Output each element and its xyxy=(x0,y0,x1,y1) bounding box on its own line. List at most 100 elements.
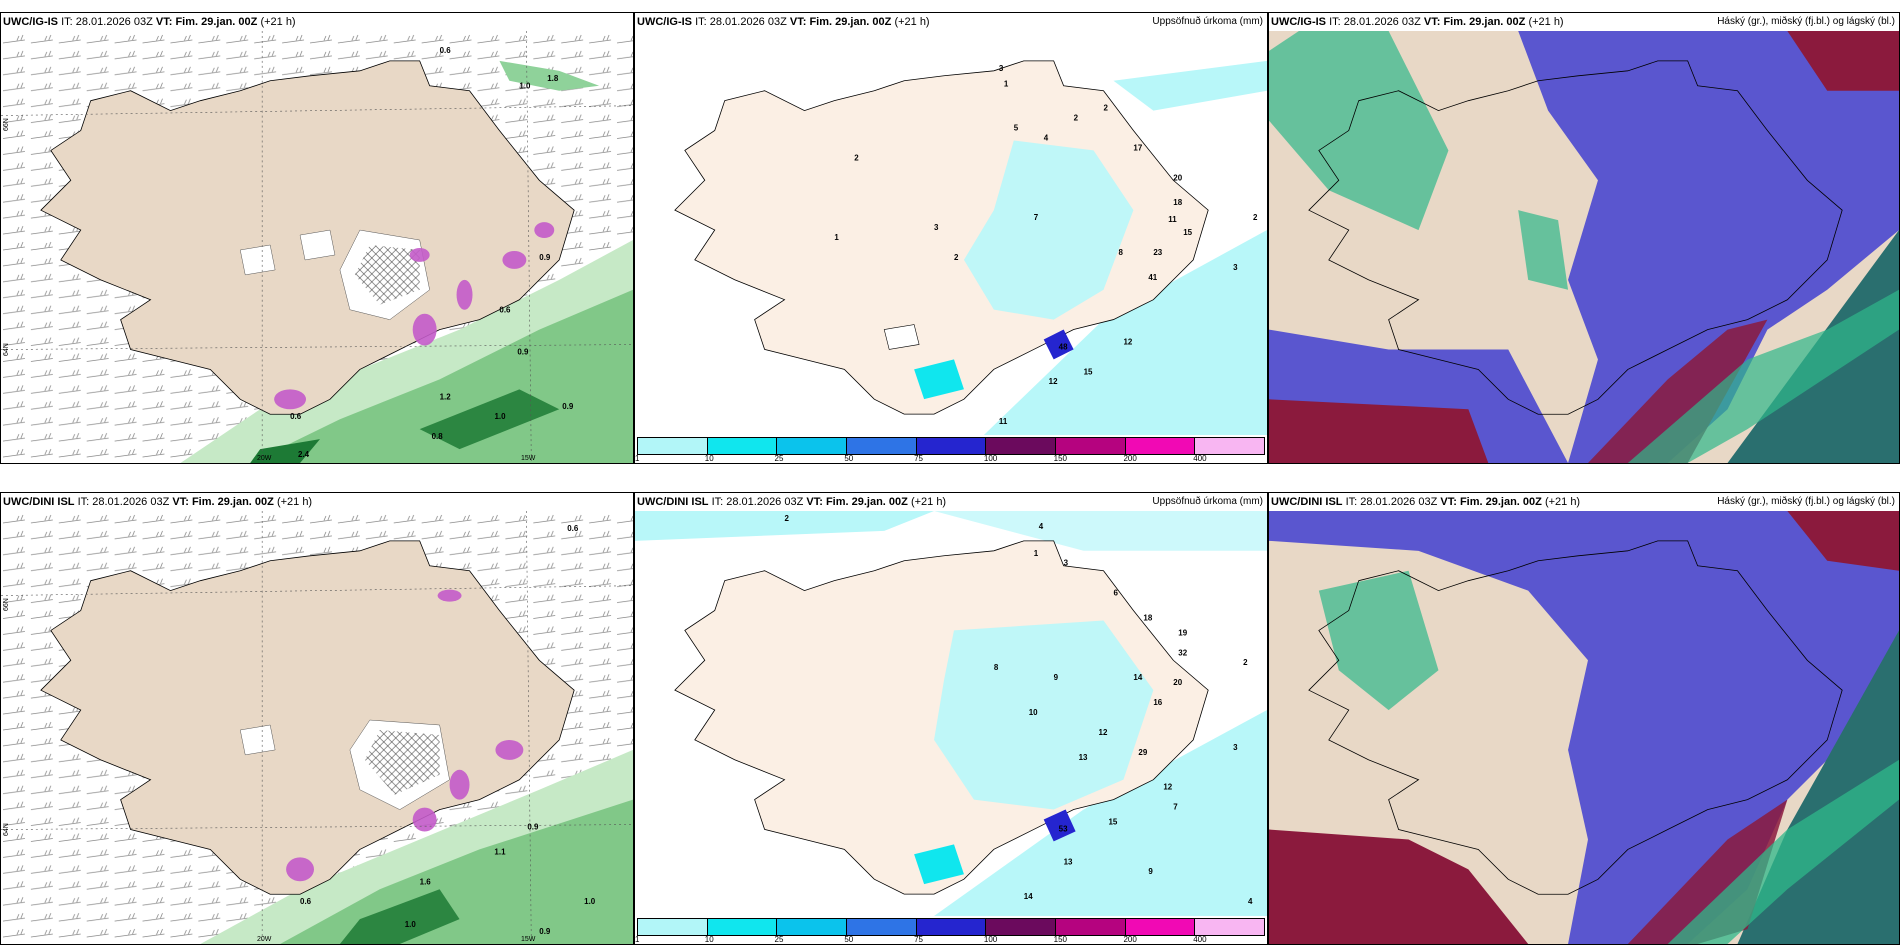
it-time: 28.01.2026 03Z xyxy=(726,496,804,508)
svg-text:10: 10 xyxy=(1029,708,1038,717)
lead-time: (+21 h) xyxy=(894,16,930,28)
legend-label: 75 xyxy=(914,935,924,944)
wind-map[interactable]: 0.6 1.0 1.8 0.9 0.6 0.9 2.4 0.8 1.0 0.9 … xyxy=(1,31,633,463)
wind-value: 0.9 xyxy=(539,253,551,262)
legend-label: 75 xyxy=(914,454,924,463)
it-label: IT: xyxy=(711,496,724,508)
legend-label: 400 xyxy=(1193,935,1207,944)
legend-label: 50 xyxy=(844,454,854,463)
svg-text:3: 3 xyxy=(1233,263,1238,272)
svg-text:11: 11 xyxy=(1168,215,1177,224)
model-name: UWC/IG-IS xyxy=(637,16,692,28)
svg-text:3: 3 xyxy=(1064,559,1069,568)
it-time: 28.01.2026 03Z xyxy=(92,496,170,508)
lon-label: 20W xyxy=(257,936,272,943)
svg-text:18: 18 xyxy=(1143,613,1152,622)
legend-swatches xyxy=(637,437,1265,455)
wind-value: 1.2 xyxy=(440,392,452,401)
it-time: 28.01.2026 03Z xyxy=(1360,496,1438,508)
vt-label: VT: xyxy=(1423,16,1441,28)
svg-text:41: 41 xyxy=(1148,273,1157,282)
svg-text:20: 20 xyxy=(1173,173,1182,182)
svg-text:8: 8 xyxy=(994,663,999,672)
svg-text:15: 15 xyxy=(1109,817,1118,826)
lead-time: (+21 h) xyxy=(260,16,296,28)
legend-swatch xyxy=(638,438,708,454)
svg-text:3: 3 xyxy=(999,64,1004,73)
svg-text:4: 4 xyxy=(1248,897,1253,906)
svg-text:19: 19 xyxy=(1178,628,1187,637)
legend-swatch xyxy=(1125,438,1196,454)
precip-legend: 1 10 25 50 75 100 150 200 400 xyxy=(635,435,1267,463)
precip-legend: 1 10 25 50 75 100 150 200 400 xyxy=(635,916,1267,944)
svg-text:2: 2 xyxy=(1253,213,1258,222)
vt-time: Fim. 29.jan. 00Z xyxy=(809,16,892,28)
wind-value: 0.9 xyxy=(562,402,574,411)
svg-text:12: 12 xyxy=(1163,783,1172,792)
panel-precip-top: UWC/IG-IS IT: 28.01.2026 03Z VT: Fim. 29… xyxy=(634,12,1268,464)
legend-swatch xyxy=(847,438,917,454)
svg-text:2: 2 xyxy=(854,153,859,162)
svg-text:1.1: 1.1 xyxy=(494,847,506,856)
wind-value: 0.6 xyxy=(440,46,452,55)
svg-text:15: 15 xyxy=(1084,367,1093,376)
svg-text:17: 17 xyxy=(1133,143,1142,152)
svg-text:0.9: 0.9 xyxy=(539,927,551,936)
legend-label: 1 xyxy=(635,935,640,944)
wind-value: 1.0 xyxy=(519,82,531,91)
lat-label: 64N xyxy=(3,343,10,356)
svg-text:4: 4 xyxy=(1039,522,1044,531)
svg-text:0.6: 0.6 xyxy=(567,524,579,533)
svg-text:48: 48 xyxy=(1059,342,1068,351)
legend-swatch xyxy=(638,919,708,935)
svg-text:1.0: 1.0 xyxy=(405,920,417,929)
vt-label: VT: xyxy=(1440,496,1457,508)
legend-swatch xyxy=(707,919,778,935)
svg-text:1.6: 1.6 xyxy=(420,877,432,886)
it-label: IT: xyxy=(695,16,707,28)
model-name: UWC/IG-IS xyxy=(1271,16,1326,28)
legend-labels: 1 10 25 50 75 100 150 200 400 xyxy=(635,454,1265,463)
svg-text:14: 14 xyxy=(1024,892,1033,901)
wind-map[interactable]: 0.6 0.9 1.1 1.6 1.0 0.9 1.0 0.6 66N 64N … xyxy=(1,511,633,944)
svg-text:4: 4 xyxy=(1044,133,1049,142)
cloud-map[interactable] xyxy=(1269,31,1899,463)
legend-swatches xyxy=(637,918,1265,936)
vt-label: VT: xyxy=(172,496,189,508)
vt-time: Fim. 29.jan. 00Z xyxy=(1459,496,1542,508)
legend-swatch xyxy=(986,919,1057,935)
legend-swatch xyxy=(986,438,1057,454)
svg-text:9: 9 xyxy=(1054,673,1059,682)
precip-title: Uppsöfnuð úrkoma (mm) xyxy=(1152,493,1263,511)
svg-text:12: 12 xyxy=(1049,377,1058,386)
cloud-map[interactable] xyxy=(1269,511,1899,944)
legend-label: 200 xyxy=(1123,935,1137,944)
wind-value: 0.9 xyxy=(517,348,529,357)
svg-text:1: 1 xyxy=(1004,80,1009,89)
lat-label: 64N xyxy=(3,823,10,836)
svg-text:2: 2 xyxy=(785,514,790,523)
legend-label: 100 xyxy=(983,935,998,944)
panel-wind-top: UWC/IG-IS IT: 28.01.2026 03Z VT: Fim. 29… xyxy=(0,12,634,464)
svg-text:0.6: 0.6 xyxy=(300,897,312,906)
lead-time: (+21 h) xyxy=(910,496,947,508)
precip-map[interactable]: 3 1 2 2 4 5 17 20 18 15 11 23 41 8 2 3 2… xyxy=(635,31,1267,435)
vt-label: VT: xyxy=(789,16,807,28)
svg-text:18: 18 xyxy=(1173,198,1182,207)
precip-map[interactable]: 2 4 1 3 6 18 19 32 20 16 14 9 10 13 12 2… xyxy=(635,511,1267,916)
panel-precip-bottom: UWC/DINI ISL IT: 28.01.2026 03Z VT: Fim.… xyxy=(634,492,1268,945)
legend-swatch xyxy=(707,438,778,454)
vt-time: Fim. 29.jan. 00Z xyxy=(1443,16,1526,28)
legend-swatch xyxy=(1056,438,1126,454)
lon-label: 20W xyxy=(257,455,272,462)
legend-swatch xyxy=(1056,919,1126,935)
lat-label: 66N xyxy=(3,118,10,131)
wind-value: 2.4 xyxy=(298,450,310,459)
svg-text:2: 2 xyxy=(954,253,959,262)
svg-text:23: 23 xyxy=(1153,248,1162,257)
it-time: 28.01.2026 03Z xyxy=(75,16,153,28)
model-name: UWC/DINI ISL xyxy=(637,496,709,508)
svg-text:14: 14 xyxy=(1133,673,1142,682)
svg-text:1: 1 xyxy=(1034,549,1039,558)
vt-time: Fim. 29.jan. 00Z xyxy=(175,16,258,28)
